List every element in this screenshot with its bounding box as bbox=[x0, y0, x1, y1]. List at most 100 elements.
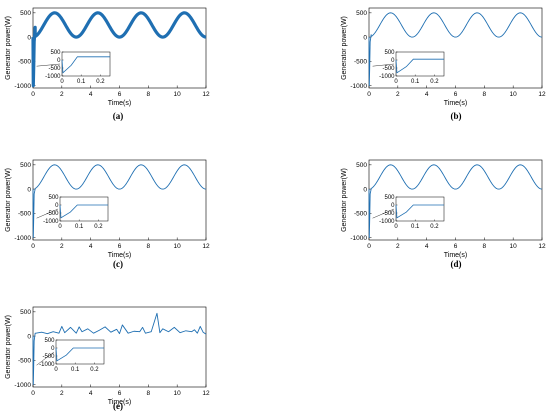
inset-pointer bbox=[36, 63, 61, 67]
inset-pointer bbox=[36, 351, 55, 366]
x-tick-label: 8 bbox=[147, 390, 151, 397]
inset-y-tick-label: -500 bbox=[382, 211, 395, 217]
x-tick-label: 0 bbox=[367, 243, 371, 250]
y-tick-label: -1000 bbox=[350, 235, 367, 242]
inset-series-line bbox=[59, 204, 108, 219]
x-tick-label: 10 bbox=[510, 243, 518, 250]
x-axis-label: Time(s) bbox=[444, 100, 467, 107]
inset-chart: 0 0.1 0.2 500 0 -500 -1000 bbox=[379, 50, 445, 85]
inset-frame bbox=[59, 196, 109, 222]
panel-caption: (a) bbox=[113, 111, 124, 121]
series-line bbox=[368, 12, 542, 87]
inset-frame bbox=[395, 51, 445, 77]
inset-chart: 0 0.1 0.2 500 0 -500 -1000 bbox=[45, 50, 111, 85]
inset-x-tick-label: 0.1 bbox=[77, 79, 86, 85]
inset-y-tick-label: -500 bbox=[382, 66, 395, 72]
inset-x-tick-label: 0 bbox=[394, 224, 398, 230]
y-tick-label: -1000 bbox=[14, 382, 31, 389]
inset-x-tick-label: 0.2 bbox=[94, 224, 103, 230]
x-tick-label: 0 bbox=[367, 91, 371, 98]
inset-pointer bbox=[372, 208, 395, 219]
x-tick-label: 0 bbox=[31, 91, 35, 98]
x-tick-label: 2 bbox=[396, 243, 400, 250]
inset-frame bbox=[61, 51, 111, 77]
inset-x-tick-label: 0.2 bbox=[96, 79, 105, 85]
inset-x-tick-label: 0 bbox=[60, 79, 64, 85]
inset-pointer bbox=[36, 208, 59, 219]
inset-y-tick-label: -1000 bbox=[39, 362, 55, 368]
x-tick-label: 6 bbox=[118, 243, 122, 250]
y-tick-label: 0 bbox=[27, 34, 31, 41]
inset-y-tick-label: 500 bbox=[44, 338, 55, 344]
x-tick-label: 4 bbox=[89, 91, 93, 98]
inset-x-tick-label: 0.1 bbox=[411, 224, 420, 230]
inset-pointer bbox=[372, 63, 395, 67]
y-tick-label: 500 bbox=[356, 10, 367, 17]
inset-y-tick-label: 500 bbox=[48, 195, 59, 201]
inset-frame bbox=[55, 339, 105, 365]
y-tick-label: 500 bbox=[20, 10, 31, 17]
inset-series-line bbox=[55, 347, 104, 362]
inset-chart: 0 0.1 0.2 500 0 -500 -1000 bbox=[43, 195, 109, 230]
x-tick-label: 6 bbox=[118, 91, 122, 98]
y-tick-label: -1000 bbox=[14, 83, 31, 90]
inset-y-tick-label: 0 bbox=[391, 58, 395, 64]
series-line bbox=[368, 164, 542, 239]
y-tick-label: 0 bbox=[363, 34, 367, 41]
panel-caption: (c) bbox=[113, 259, 123, 269]
panel-caption: (d) bbox=[451, 259, 462, 269]
x-tick-label: 2 bbox=[396, 91, 400, 98]
y-axis-label: Generator power(W) bbox=[341, 16, 348, 80]
y-tick-label: -500 bbox=[18, 59, 31, 66]
x-tick-label: 12 bbox=[202, 91, 210, 98]
inset-y-tick-label: 0 bbox=[391, 203, 395, 209]
y-axis-label: Generator power(W) bbox=[5, 315, 12, 379]
x-axis-label: Time(s) bbox=[444, 252, 467, 259]
x-tick-label: 6 bbox=[118, 390, 122, 397]
y-axis-label: Generator power(W) bbox=[341, 168, 348, 232]
y-tick-label: 0 bbox=[363, 186, 367, 193]
x-tick-label: 12 bbox=[538, 91, 546, 98]
x-tick-label: 12 bbox=[538, 243, 546, 250]
x-tick-label: 8 bbox=[483, 91, 487, 98]
x-tick-label: 2 bbox=[60, 243, 64, 250]
inset-series-line bbox=[395, 204, 444, 219]
series-line bbox=[32, 164, 206, 239]
inset-x-tick-label: 0.1 bbox=[411, 79, 420, 85]
y-tick-label: -500 bbox=[354, 211, 367, 218]
inset-x-tick-label: 0.1 bbox=[71, 367, 80, 373]
x-axis-label: Time(s) bbox=[108, 399, 131, 406]
y-tick-label: 500 bbox=[356, 162, 367, 169]
x-tick-label: 0 bbox=[31, 243, 35, 250]
inset-y-tick-label: -500 bbox=[46, 211, 59, 217]
y-tick-label: -500 bbox=[354, 59, 367, 66]
inset-x-tick-label: 0.2 bbox=[430, 224, 439, 230]
y-tick-label: -500 bbox=[18, 211, 31, 218]
inset-y-tick-label: -1000 bbox=[45, 74, 61, 80]
inset-y-tick-label: 0 bbox=[51, 346, 55, 352]
inset-frame bbox=[395, 196, 445, 222]
y-tick-label: 500 bbox=[20, 309, 31, 316]
chart-panel-3: 0 2 4 6 8 10 12 500 0 -500 -1000 Time(s) Generator p… bbox=[5, 159, 210, 269]
inset-series-line bbox=[395, 58, 444, 74]
inset-x-tick-label: 0 bbox=[58, 224, 62, 230]
x-tick-label: 10 bbox=[510, 91, 518, 98]
inset-chart: 0 0.1 0.2 500 0 -500 -1000 bbox=[379, 195, 445, 230]
y-tick-label: -1000 bbox=[350, 83, 367, 90]
inset-y-tick-label: -500 bbox=[42, 354, 55, 360]
inset-y-tick-label: 500 bbox=[50, 50, 61, 56]
inset-y-tick-label: -1000 bbox=[43, 219, 59, 225]
x-tick-label: 10 bbox=[174, 243, 182, 250]
chart-panel-5: 0 2 4 6 8 10 12 500 0 -500 -1000 Time(s) Generator p… bbox=[5, 306, 210, 411]
y-tick-label: 0 bbox=[27, 186, 31, 193]
inset-y-tick-label: 500 bbox=[384, 195, 395, 201]
x-tick-label: 6 bbox=[454, 243, 458, 250]
plot-frame bbox=[368, 7, 543, 89]
inset-y-tick-label: -500 bbox=[48, 66, 61, 72]
x-tick-label: 10 bbox=[174, 91, 182, 98]
inset-x-tick-label: 0.1 bbox=[75, 224, 84, 230]
x-tick-label: 10 bbox=[174, 390, 182, 397]
x-axis-label: Time(s) bbox=[108, 252, 131, 259]
inset-series-line bbox=[61, 56, 110, 74]
